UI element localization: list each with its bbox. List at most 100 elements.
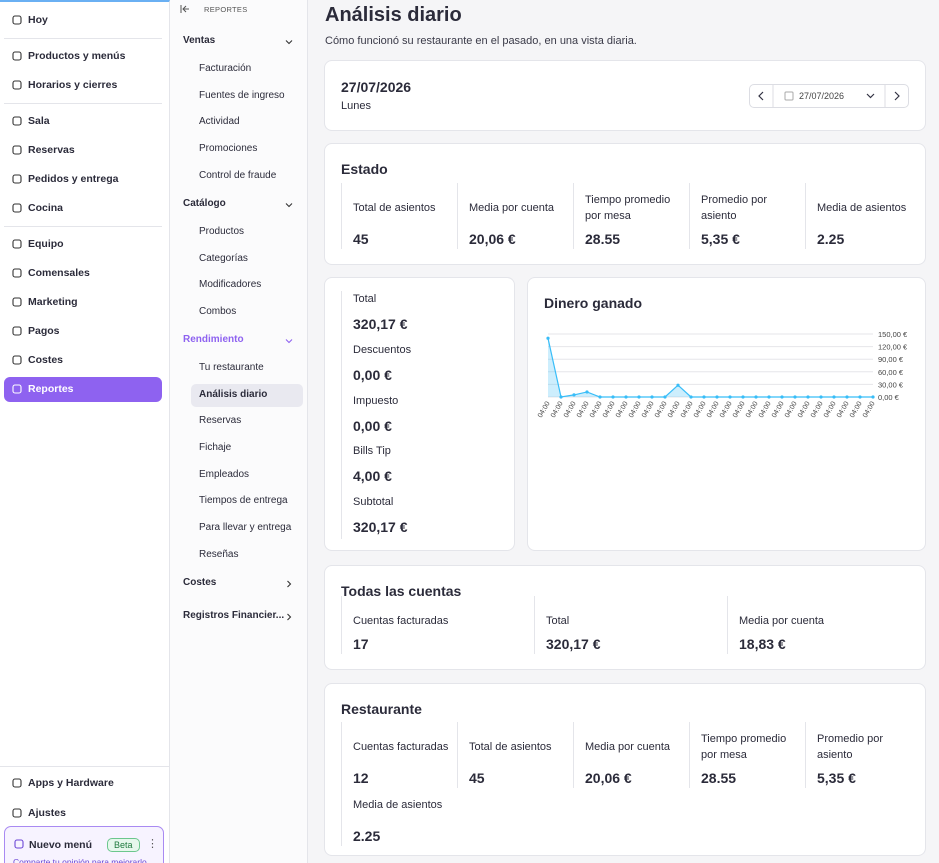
subnav-item[interactable]: Tiempos de entrega [191,490,303,513]
chevron[interactable] [284,37,294,47]
stat-value: 320,17 € [546,636,601,652]
totals-card [324,277,515,551]
chevron[interactable] [284,579,294,589]
nav-item[interactable]: Costes [4,348,162,373]
nav-item[interactable]: Horarios y cierres [4,73,162,98]
subnav-item[interactable]: Empleados [191,464,303,487]
label: Categorías [199,252,248,264]
stat-value: 20,06 € [469,231,516,247]
icon [12,145,22,155]
nav-item[interactable]: Equipo [4,232,162,257]
subnav-item[interactable]: Combos [191,301,303,324]
icon [12,384,22,394]
subnav-header: REPORTES [204,5,248,14]
nav-item[interactable]: Productos y menús [4,44,162,69]
point [611,395,615,399]
stat-value: 18,83 € [739,636,786,652]
subnav-item[interactable]: Control de fraude [191,165,303,188]
subnav-item[interactable]: Reservas [191,410,303,433]
promo-text: Comparte tu opinión para mejorarlo [13,857,147,863]
label: Reseñas [199,548,239,560]
card-title: Estado [341,161,388,177]
line [547,338,873,398]
label: Promociones [199,143,258,155]
y-tick-label: 0,00 € [878,393,900,402]
nav-item[interactable]: Ajustes [4,801,162,826]
icon [12,808,22,818]
promo[interactable]: Nuevo menú Beta ⋮ Comparte tu opinión para … [4,826,164,863]
label: Para llevar y entrega [199,522,292,534]
chevron[interactable] [284,612,294,622]
nav-item[interactable]: Reportes [4,377,162,402]
stat-value: 5,35 € [817,770,856,786]
nav-item[interactable]: Hoy [4,8,162,33]
point [806,395,810,399]
label: Ajustes [28,807,66,819]
point [715,395,719,399]
stat-label: Promedio por asiento [701,194,768,222]
label: Tu restaurante [199,361,264,373]
subnav-item[interactable]: Productos [191,221,303,244]
subnav-item[interactable]: Para llevar y entrega [191,517,303,540]
subnav-item[interactable]: Categorías [191,248,303,271]
stat-value: 45 [469,770,485,786]
subnav-item[interactable]: Modificadores [191,274,303,297]
subnav-group[interactable]: Registros Financier... [183,609,285,621]
total-value: 4,00 € [353,468,392,485]
prev-day[interactable] [758,91,764,101]
subnav-item[interactable]: Promociones [191,138,303,161]
col-divider [573,722,574,788]
subnav-item[interactable]: Fichaje [191,437,303,460]
chevron[interactable] [284,200,294,210]
label: Fuentes de ingreso [199,89,285,101]
point [585,390,589,394]
subnav-item[interactable]: Tu restaurante [191,357,303,380]
subnav-item[interactable]: Análisis diario [191,383,303,407]
y-tick-label: 120,00 € [878,343,908,352]
label: Comensales [28,267,90,279]
icon [12,174,22,184]
next-day[interactable] [894,91,900,101]
subnav-group[interactable]: Ventas [183,35,216,46]
col-divider [341,780,342,846]
point [650,395,654,399]
y-tick-label: 60,00 € [878,368,904,377]
restaurante-card: Restaurante [324,683,926,856]
nav-item[interactable]: Apps y Hardware [4,771,162,796]
col-divider [534,596,535,654]
stat-label: Media por cuenta [739,615,824,627]
point [572,393,576,397]
col-divider [341,722,342,788]
nav-item[interactable]: Comensales [4,261,162,286]
stat-value: 5,35 € [701,231,740,247]
col-divider [341,183,342,249]
subnav-group[interactable]: Costes [183,576,217,588]
stat-value: 12 [353,770,369,786]
nav-item[interactable]: Marketing [4,290,162,315]
subnav-item[interactable]: Reseñas [191,544,303,567]
label: Reservas [28,144,75,156]
nav-item[interactable]: Sala [4,109,162,134]
point [676,383,680,387]
nav-item[interactable]: Reservas [4,138,162,163]
chevron[interactable] [284,336,294,346]
nav-item[interactable]: Pagos [4,319,162,344]
collapse-icon[interactable] [179,4,191,14]
col-divider [727,596,728,654]
picker-date[interactable]: 27/07/2026 [799,91,845,101]
subnav-group[interactable]: Catálogo [183,197,226,209]
estado-card: Estado [324,143,926,265]
x-tick-label: 04:00 [862,400,877,419]
col-divider [805,722,806,788]
subnav-item[interactable]: Actividad [191,111,303,134]
nav-item[interactable]: Pedidos y entrega [4,167,162,192]
point [858,395,862,399]
subnav-item[interactable]: Fuentes de ingreso [191,85,303,108]
subnav-group[interactable]: Rendimiento [183,333,244,345]
label: Reportes [28,383,74,395]
nav-item[interactable]: Cocina [4,196,162,221]
point [793,395,797,399]
icon [12,297,22,307]
subnav-item[interactable]: Facturación [191,58,303,81]
promo-menu[interactable]: ⋮ [147,838,158,850]
